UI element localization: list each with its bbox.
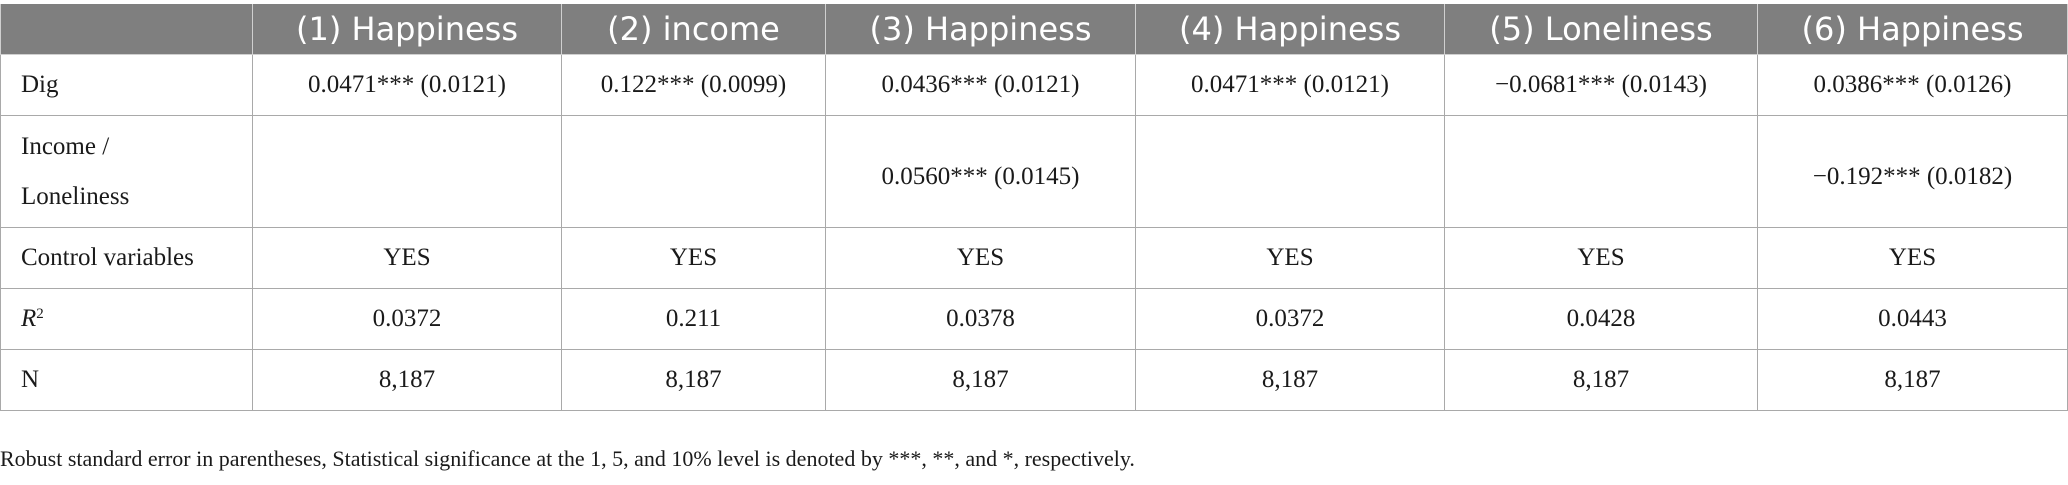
cell-value <box>562 167 825 177</box>
regression-table: (1) Happiness (2) income (3) Happiness (… <box>0 4 2068 411</box>
table-cell: YES <box>252 227 562 289</box>
table-row-control-variables: Control variables YES YES YES YES YES YE… <box>0 227 2068 289</box>
table-cell: 0.0471*** (0.0121) <box>252 54 562 116</box>
table-cell <box>561 115 826 228</box>
table-cell: 0.0378 <box>825 288 1136 350</box>
header-row: (1) Happiness (2) income (3) Happiness (… <box>0 4 2068 55</box>
row-label-line-1: Income / <box>21 132 110 160</box>
table-cell: 0.0443 <box>1757 288 2068 350</box>
row-label-r-squared: R2 <box>0 288 253 350</box>
r-superscript: 2 <box>36 306 44 322</box>
table-cell: 0.122*** (0.0099) <box>561 54 826 116</box>
table-cell: 8,187 <box>1444 349 1758 411</box>
table-row-dig: Dig 0.0471*** (0.0121) 0.122*** (0.0099)… <box>0 54 2068 116</box>
table-cell: 0.0436*** (0.0121) <box>825 54 1136 116</box>
header-cell-model-5: (5) Loneliness <box>1444 4 1758 55</box>
row-label-income-loneliness: Income / Loneliness <box>0 115 253 228</box>
row-label-line-2: Loneliness <box>21 182 130 210</box>
table-cell <box>1135 115 1445 228</box>
table-cell: YES <box>825 227 1136 289</box>
header-cell-model-2: (2) income <box>561 4 826 55</box>
table-cell <box>252 115 562 228</box>
table-cell: YES <box>1135 227 1445 289</box>
table-cell: 8,187 <box>252 349 562 411</box>
header-cell-model-1: (1) Happiness <box>252 4 562 55</box>
cell-value: 0.0560*** (0.0145) <box>881 162 1080 190</box>
table-cell: 0.0372 <box>1135 288 1445 350</box>
cell-value <box>1136 167 1444 177</box>
table-cell: 0.0386*** (0.0126) <box>1757 54 2068 116</box>
row-label-n: N <box>0 349 253 411</box>
table-cell: 0.0560*** (0.0145) <box>825 115 1136 228</box>
header-cell-model-4: (4) Happiness <box>1135 4 1445 55</box>
table-cell <box>1444 115 1758 228</box>
table-row-n: N 8,187 8,187 8,187 8,187 8,187 8,187 <box>0 349 2068 411</box>
table-row-income-loneliness: Income / Loneliness 0.0560*** (0.0145) −… <box>0 115 2068 228</box>
table-cell: 8,187 <box>561 349 826 411</box>
cell-value <box>1445 167 1757 177</box>
r-letter: R <box>21 305 37 332</box>
row-label-control-variables: Control variables <box>0 227 253 289</box>
table-cell: 8,187 <box>1135 349 1445 411</box>
row-label-dig: Dig <box>0 54 253 116</box>
table-cell: 0.0372 <box>252 288 562 350</box>
cell-value <box>253 167 561 177</box>
header-cell-model-6: (6) Happiness <box>1757 4 2068 55</box>
table-cell: −0.192*** (0.0182) <box>1757 115 2068 228</box>
table-cell: YES <box>1757 227 2068 289</box>
table-cell: YES <box>561 227 826 289</box>
table-footnote: Robust standard error in parentheses, St… <box>0 446 1135 471</box>
r-squared-symbol: R2 <box>21 305 44 332</box>
header-cell-empty <box>0 4 253 55</box>
table-cell: 0.0471*** (0.0121) <box>1135 54 1445 116</box>
header-cell-model-3: (3) Happiness <box>825 4 1136 55</box>
table-cell: −0.0681*** (0.0143) <box>1444 54 1758 116</box>
table-cell: 0.0428 <box>1444 288 1758 350</box>
table-row-r-squared: R2 0.0372 0.211 0.0378 0.0372 0.0428 0.0… <box>0 288 2068 350</box>
table-cell: 0.211 <box>561 288 826 350</box>
table-cell: 8,187 <box>1757 349 2068 411</box>
table-cell: YES <box>1444 227 1758 289</box>
table-cell: 8,187 <box>825 349 1136 411</box>
cell-value: −0.192*** (0.0182) <box>1812 162 2013 190</box>
